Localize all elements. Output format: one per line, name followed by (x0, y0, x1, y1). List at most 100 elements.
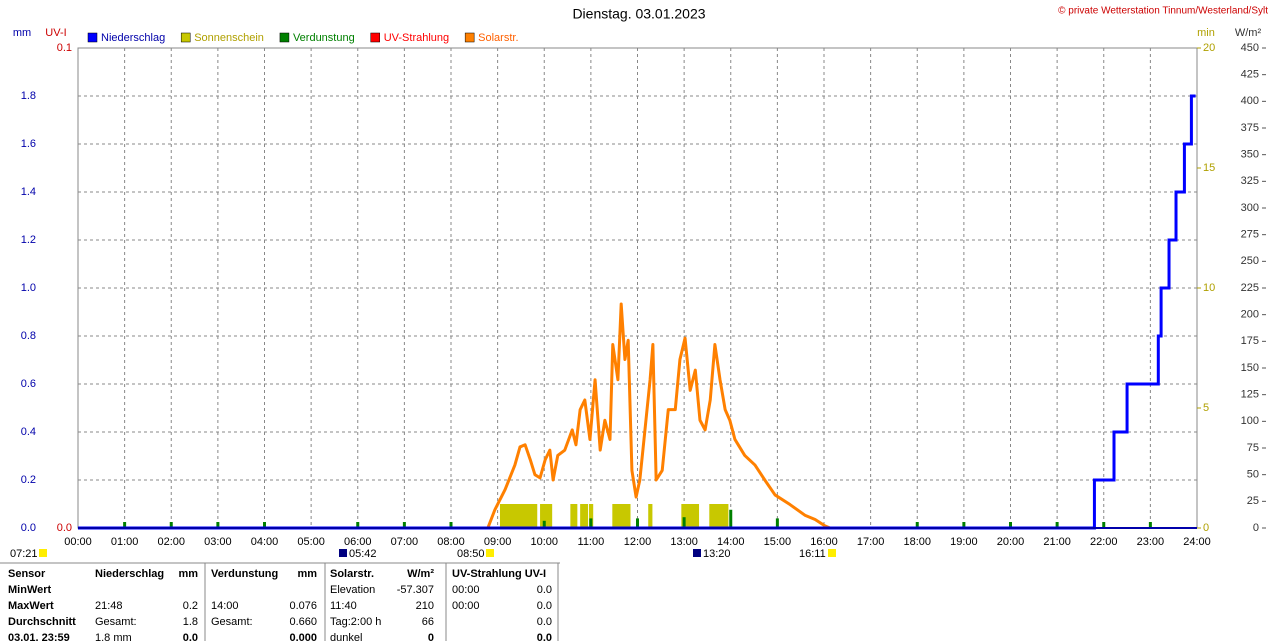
legend-swatch (370, 32, 380, 43)
evaporation-bar (775, 518, 779, 528)
event-icon (339, 549, 347, 557)
table-cell: mm (178, 568, 198, 580)
chart-title: Dienstag. 03.01.2023 (572, 6, 705, 22)
w-tick-label: 425 (1241, 69, 1259, 81)
x-tick-label: 17:00 (857, 536, 885, 548)
x-tick-label: 21:00 (1043, 536, 1071, 548)
solar-line (486, 302, 831, 530)
y-tick-label: 1.6 (21, 138, 36, 150)
table-cell: 14:00 (211, 600, 239, 612)
sunshine-bar (681, 504, 700, 528)
min-tick-label: 5 (1203, 402, 1209, 414)
table-cell: Elevation (330, 584, 375, 596)
evaporation-bar (123, 522, 127, 528)
table-cell: Gesamt: (95, 616, 137, 628)
evaporation-bar (402, 522, 406, 528)
uv-tick-label: 0.0 (57, 522, 72, 534)
y-tick-label: 1.8 (21, 90, 36, 102)
x-tick-label: 16:00 (810, 536, 838, 548)
w-tick-label: 0 (1253, 522, 1259, 534)
event-icon (693, 549, 701, 557)
w-tick-label: 325 (1241, 175, 1259, 187)
sunshine-bar (540, 504, 553, 528)
w-tick-label: 375 (1241, 122, 1259, 134)
legend-label: Niederschlag (101, 32, 165, 44)
y-tick-label: 0.2 (21, 474, 36, 486)
x-tick-label: 19:00 (950, 536, 978, 548)
x-tick-label: 13:00 (670, 536, 698, 548)
min-tick-label: 15 (1203, 162, 1215, 174)
table-cell: mm (297, 568, 317, 580)
table-cell: 66 (422, 616, 434, 628)
evaporation-bar (636, 518, 639, 528)
evaporation-bar (169, 522, 173, 528)
axis-unit: UV-I (45, 27, 66, 39)
table-cell: 0.000 (289, 632, 317, 641)
w-tick-label: 125 (1241, 389, 1259, 401)
x-tick-label: 23:00 (1137, 536, 1165, 548)
x-tick-label: 02:00 (157, 536, 185, 548)
w-tick-label: 50 (1247, 469, 1259, 481)
evaporation-bar (915, 522, 919, 528)
table-cell: dunkel (330, 632, 362, 641)
axis-unit: min (1197, 27, 1215, 39)
evaporation-bar (962, 522, 966, 528)
credit: © private Wetterstation Tinnum/Westerlan… (1058, 6, 1268, 17)
x-tick-label: 10:00 (530, 536, 558, 548)
table-cell: 1.8 mm (95, 632, 132, 641)
table-cell: 00:00 (452, 584, 480, 596)
evaporation-bar (1102, 522, 1106, 528)
event-icon (828, 549, 836, 557)
x-tick-label: 04:00 (251, 536, 279, 548)
min-tick-label: 20 (1203, 42, 1215, 54)
evaporation-bar (682, 517, 686, 528)
w-tick-label: 100 (1241, 415, 1259, 427)
x-tick-label: 08:00 (437, 536, 465, 548)
legend-label: Verdunstung (293, 32, 355, 44)
legend-label: UV-Strahlung (384, 32, 449, 44)
table-cell: Verdunstung (211, 568, 278, 580)
x-tick-label: 12:00 (624, 536, 652, 548)
x-tick-label: 15:00 (764, 536, 792, 548)
sunshine-bar (709, 504, 729, 528)
evaporation-bar (449, 522, 453, 528)
y-tick-label: 1.4 (21, 186, 36, 198)
table-cell: MinWert (8, 584, 52, 596)
table-cell: 0.2 (183, 600, 198, 612)
table-cell: -57.307 (397, 584, 434, 596)
x-tick-label: 09:00 (484, 536, 512, 548)
evaporation-bar (729, 509, 733, 528)
y-tick-label: 1.2 (21, 234, 36, 246)
evaporation-bar (1009, 522, 1012, 528)
table-cell: 11:40 (330, 600, 357, 612)
legend-label: Solarstr. (478, 32, 518, 44)
y-tick-label: 0.8 (21, 330, 36, 342)
x-tick-label: 03:00 (204, 536, 232, 548)
x-tick-label: 07:00 (391, 536, 419, 548)
rain-line (78, 94, 1196, 530)
legend-swatch (279, 32, 290, 43)
legend-label: Sonnenschein (194, 32, 264, 44)
table-cell: 210 (416, 600, 434, 612)
event-time: 13:20 (703, 548, 731, 560)
table-cell: UV-Strahlung UV-I (452, 568, 546, 580)
sunshine-bar (648, 504, 653, 528)
sunshine-bar (580, 504, 589, 528)
x-tick-label: 00:00 (64, 536, 92, 548)
w-tick-label: 175 (1241, 335, 1259, 347)
x-tick-label: 24:00 (1183, 536, 1211, 548)
table-cell: Solarstr. (330, 568, 374, 580)
table-cell: Durchschnitt (8, 616, 76, 628)
w-tick-label: 225 (1241, 282, 1259, 294)
w-tick-label: 450 (1241, 42, 1259, 54)
event-icon (486, 549, 494, 557)
table-cell: 00:00 (452, 600, 480, 612)
table-cell: 0.076 (289, 600, 317, 612)
table-cell: 0.0 (183, 632, 198, 641)
x-tick-label: 06:00 (344, 536, 372, 548)
table-cell: 0 (428, 632, 434, 641)
table-cell: 1.8 (183, 616, 198, 628)
w-tick-label: 350 (1241, 149, 1259, 161)
